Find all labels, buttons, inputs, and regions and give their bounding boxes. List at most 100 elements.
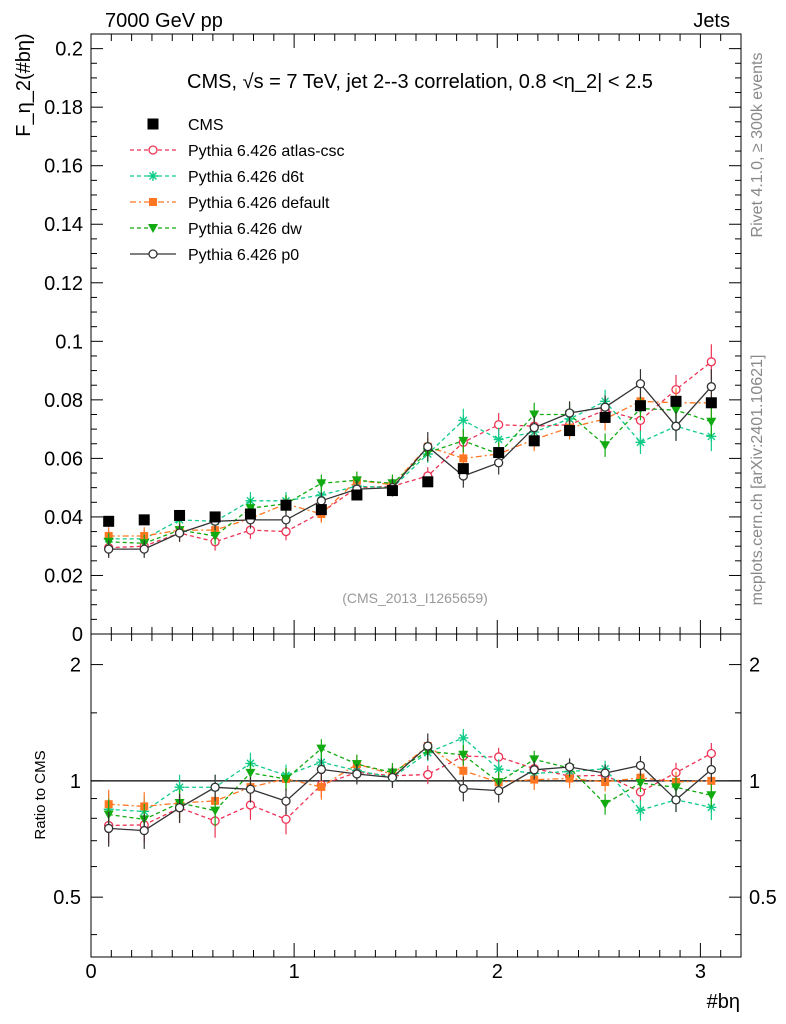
series-line-p0 bbox=[108, 382, 712, 550]
ratio-point bbox=[458, 750, 469, 760]
energy-label: 7000 GeV pp bbox=[105, 10, 223, 32]
legend-label: Pythia 6.426 p0 bbox=[188, 247, 299, 264]
ratio-point bbox=[565, 774, 574, 783]
ratio-point bbox=[352, 769, 362, 779]
data-point bbox=[706, 382, 716, 392]
data-point bbox=[458, 436, 469, 446]
ratio-series-d6t bbox=[103, 728, 717, 828]
cms-data-point bbox=[457, 463, 469, 475]
ratio-point bbox=[706, 791, 717, 801]
data-point bbox=[600, 402, 610, 412]
ratio-point bbox=[316, 744, 327, 754]
data-point bbox=[706, 357, 716, 367]
ratio-tick-label: 2 bbox=[70, 655, 81, 677]
series-dw bbox=[103, 395, 717, 553]
ratio-point bbox=[139, 825, 149, 836]
legend-marker bbox=[147, 118, 159, 130]
series-atlas-csc bbox=[104, 344, 716, 557]
cms-data-point bbox=[351, 489, 363, 501]
cms-data-point bbox=[174, 509, 186, 521]
ratio-point bbox=[281, 774, 291, 784]
y-tick-label: 0.14 bbox=[44, 214, 83, 236]
cms-data-point bbox=[599, 411, 611, 423]
ratio-point bbox=[459, 766, 468, 775]
ratio-series-atlas-csc bbox=[104, 743, 716, 844]
ratio-point bbox=[281, 814, 291, 824]
ratio-point bbox=[104, 823, 114, 834]
data-point bbox=[529, 423, 539, 433]
y-tick-label: 0.08 bbox=[44, 390, 83, 412]
legend-marker bbox=[148, 224, 158, 233]
cms-data-point bbox=[422, 476, 434, 488]
legend-entry: Pythia 6.426 dw bbox=[130, 221, 302, 238]
ratio-point bbox=[600, 799, 611, 809]
data-point bbox=[635, 379, 646, 389]
process-label: Jets bbox=[693, 10, 730, 32]
cms-data-point bbox=[209, 511, 221, 523]
series-line-atlas-csc bbox=[108, 361, 712, 549]
data-point bbox=[281, 515, 291, 525]
ratio-point bbox=[564, 762, 575, 772]
y-tick-label: 0.18 bbox=[44, 97, 83, 119]
main-panel-series bbox=[103, 344, 717, 558]
ratio-point bbox=[706, 764, 716, 775]
y-tick-label: 0.1 bbox=[55, 331, 83, 353]
x-axis-label: #bη bbox=[707, 991, 740, 1013]
data-point bbox=[316, 479, 327, 489]
ratio-point bbox=[245, 768, 256, 778]
ratio-point bbox=[281, 796, 291, 806]
ratio-point bbox=[600, 768, 610, 778]
y-tick-label: 0.06 bbox=[44, 448, 83, 470]
data-point bbox=[139, 544, 149, 554]
ratio-tick-label-right: 2 bbox=[749, 655, 760, 677]
series-line-default bbox=[108, 400, 712, 537]
ratio-point bbox=[245, 784, 256, 794]
ratio-tick-label-right: 0.5 bbox=[749, 887, 777, 909]
ratio-point bbox=[317, 782, 326, 791]
ratio-point bbox=[671, 795, 681, 805]
legend-entry: CMS bbox=[147, 117, 224, 134]
legend-entry: Pythia 6.426 d6t bbox=[130, 169, 304, 186]
data-point bbox=[600, 441, 611, 451]
legend-marker bbox=[148, 249, 158, 259]
data-point bbox=[635, 437, 646, 448]
cms-data-point bbox=[528, 435, 540, 447]
ratio-axis-label: Ratio to CMS bbox=[32, 750, 49, 839]
legend-entry: Pythia 6.426 default bbox=[130, 195, 330, 212]
cms-data-point bbox=[705, 397, 717, 409]
data-point bbox=[104, 544, 114, 554]
ratio-line-dw bbox=[108, 747, 712, 821]
rivet-label: Rivet 4.1.0, ≥ 300k events bbox=[749, 53, 766, 238]
analysis-watermark: (CMS_2013_I1265659) bbox=[342, 590, 488, 606]
cms-data-point bbox=[670, 395, 682, 407]
ratio-point bbox=[423, 769, 433, 780]
x-tick-label: 0 bbox=[85, 961, 96, 983]
data-point bbox=[423, 442, 433, 452]
legend-label: Pythia 6.426 atlas-csc bbox=[188, 143, 345, 160]
ratio-point bbox=[706, 802, 717, 813]
ratio-tick-label: 1 bbox=[70, 771, 81, 793]
data-point bbox=[529, 410, 540, 420]
ratio-point bbox=[174, 782, 185, 793]
ratio-series-default bbox=[104, 738, 716, 823]
chart-title: CMS, √s = 7 TeV, jet 2--3 correlation, 0… bbox=[187, 71, 653, 93]
data-point bbox=[210, 531, 221, 541]
ratio-point bbox=[458, 732, 469, 743]
data-point bbox=[174, 528, 185, 538]
cms-data-point bbox=[315, 504, 327, 516]
legend-label: Pythia 6.426 default bbox=[188, 195, 330, 212]
y-tick-label: 0.16 bbox=[44, 156, 83, 178]
ratio-point bbox=[706, 748, 716, 759]
x-tick-label: 3 bbox=[695, 961, 706, 983]
mcplots-label: mcplots.cern.ch [arXiv:2401.10621] bbox=[749, 355, 766, 606]
ratio-point bbox=[671, 783, 681, 793]
ratio-point bbox=[635, 805, 646, 816]
y-tick-label: 0.12 bbox=[44, 273, 83, 295]
data-point bbox=[493, 434, 504, 445]
ratio-tick-label-right: 1 bbox=[749, 771, 760, 793]
cms-data-point bbox=[493, 447, 505, 459]
ratio-point bbox=[174, 803, 185, 813]
x-tick-label: 2 bbox=[492, 961, 503, 983]
ratio-point bbox=[316, 764, 326, 775]
